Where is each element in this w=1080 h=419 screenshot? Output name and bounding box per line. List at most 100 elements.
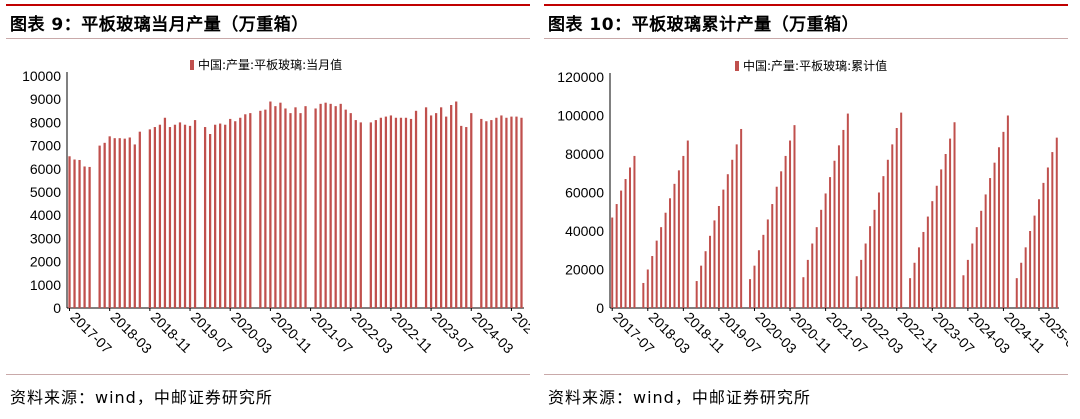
bar: [284, 108, 287, 308]
chart-title: 图表 10：平板玻璃累计产量（万重箱）: [548, 15, 860, 35]
bar: [975, 227, 978, 308]
bar: [73, 159, 76, 308]
bar: [713, 220, 716, 308]
bar: [940, 169, 943, 308]
y-tick-label: 4000: [30, 207, 61, 223]
y-tick-label: 2000: [30, 254, 61, 270]
bar: [682, 155, 685, 308]
bar: [339, 103, 342, 308]
bar: [178, 122, 182, 309]
title-accent-bar: [6, 4, 530, 6]
bar: [369, 122, 372, 309]
bar: [971, 243, 974, 308]
bar: [651, 256, 654, 308]
bar: [895, 128, 898, 308]
bar: [873, 209, 876, 308]
bar: [294, 107, 297, 308]
y-tick-label: 0: [596, 300, 604, 316]
y-tick-label: 6000: [30, 161, 61, 177]
bar: [329, 103, 332, 308]
bar: [354, 120, 357, 308]
bar: [314, 108, 317, 308]
chart-panel-monthly: 图表 9：平板玻璃当月产量（万重箱） 0 1000 2000 3000 4000 5000…: [6, 0, 536, 419]
bar: [429, 115, 433, 308]
bar-chart-monthly-output: 0 1000 2000 3000 4000 5000 6000 7000 8000 9000 100…: [22, 57, 530, 357]
bar: [775, 186, 778, 308]
bar: [877, 192, 880, 308]
bar: [829, 177, 832, 308]
bar: [188, 125, 192, 308]
bar: [1051, 152, 1054, 308]
bar: [118, 138, 121, 308]
bar: [633, 155, 636, 308]
bar: [709, 235, 712, 308]
bar: [203, 127, 207, 308]
bar: [695, 281, 698, 308]
bar: [864, 243, 867, 308]
bar: [108, 136, 111, 308]
bar: [953, 122, 956, 309]
bar: [980, 210, 983, 308]
y-tick-label: 8000: [30, 114, 61, 130]
bar: [793, 125, 796, 309]
bar: [434, 113, 438, 309]
bar: [926, 216, 929, 308]
bar: [520, 117, 523, 308]
bar: [1042, 182, 1045, 309]
bar: [624, 179, 627, 308]
bar: [404, 117, 408, 308]
bar: [324, 102, 327, 309]
bar: [1037, 199, 1040, 308]
bar: [224, 124, 227, 308]
bar: [882, 176, 885, 308]
x-tick-label: 2020-11: [268, 309, 315, 356]
legend-swatch: [190, 60, 194, 70]
source-divider: [6, 374, 530, 375]
bar: [389, 115, 393, 308]
bar: [935, 185, 938, 308]
bar: [379, 117, 382, 308]
bar: [304, 106, 307, 308]
bar: [806, 259, 809, 309]
bar: [646, 269, 649, 308]
title-divider: [544, 38, 1068, 39]
x-tick-label: 2018-03: [108, 309, 156, 357]
x-tick-label: 2017-07: [67, 309, 115, 357]
bar: [655, 240, 658, 309]
bar: [1006, 115, 1009, 308]
bar: [886, 159, 889, 308]
bar: [148, 129, 151, 308]
y-tick-label: 3000: [30, 230, 61, 246]
bar: [1015, 278, 1018, 308]
bar: [931, 201, 934, 308]
bar: [214, 124, 217, 308]
bar: [138, 131, 141, 308]
bar: [1046, 167, 1049, 308]
x-tick-label: 2021-07: [308, 309, 356, 357]
bar: [465, 127, 468, 308]
bar: [749, 279, 752, 309]
bar: [900, 112, 903, 308]
title-accent-bar: [544, 4, 1068, 6]
bar: [359, 122, 362, 309]
bar: [966, 259, 969, 309]
bar: [717, 205, 720, 308]
bar: [83, 166, 86, 308]
bar: [249, 113, 252, 309]
bar: [766, 219, 769, 308]
bar: [510, 116, 513, 308]
bar: [629, 167, 631, 308]
y-tick-label: 0: [53, 300, 61, 316]
bar: [319, 103, 322, 308]
bar: [264, 109, 267, 308]
bar: [677, 170, 680, 308]
y-tick-label: 5000: [30, 184, 61, 200]
bar: [450, 105, 453, 308]
bar: [440, 107, 443, 308]
bar: [1029, 231, 1032, 308]
bar: [133, 144, 136, 308]
y-tick-label: 7000: [30, 138, 61, 154]
bar: [735, 144, 738, 309]
bar: [700, 265, 703, 308]
bar: [495, 117, 498, 308]
